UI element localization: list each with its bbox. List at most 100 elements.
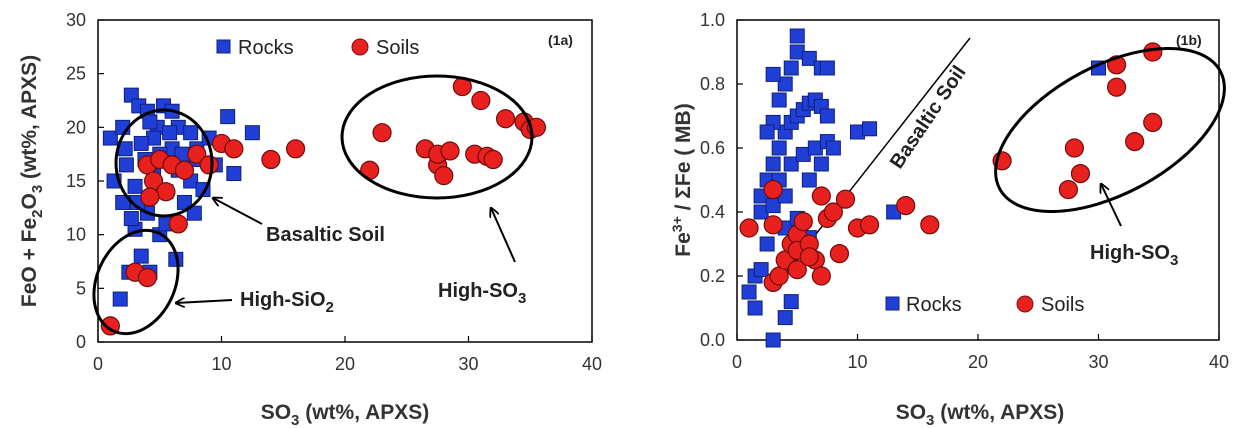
rocks-point-1a xyxy=(123,211,139,227)
rocks-point-1a xyxy=(112,291,128,307)
legend-1b: Rocks Soils xyxy=(885,294,1084,316)
rocks-point-1b xyxy=(753,262,769,278)
soils-point-1b xyxy=(1064,138,1085,158)
rocks-point-1a xyxy=(115,194,131,210)
rocks-point-1b xyxy=(801,172,817,188)
annotation-basaltic-1a: Basaltic Soil xyxy=(266,224,385,246)
soils-point-1a xyxy=(434,166,454,186)
rocks-point-1a xyxy=(142,114,158,130)
legend-rocks-marker-1a xyxy=(216,39,231,54)
ellipse-high-so3-1b xyxy=(994,47,1226,213)
rocks-point-1b xyxy=(759,236,775,252)
y-axis-label-1a: FeO + Fe2O3 (wt%, APXS) xyxy=(18,55,46,307)
ellipse-high-sio2-1a xyxy=(92,228,180,336)
soils-point-1a xyxy=(224,139,244,159)
rocks-point-1a xyxy=(183,125,199,141)
y-tick-label-1b: 0.8 xyxy=(700,74,725,94)
legend-rocks-label-1b: Rocks xyxy=(906,294,962,316)
soils-point-1b xyxy=(793,212,813,232)
x-tick-label-1a: 10 xyxy=(211,354,231,374)
x-tick-label-1b: 0 xyxy=(732,352,742,372)
y-tick-label-1b: 0.4 xyxy=(700,202,725,222)
soils-point-1b xyxy=(1143,42,1163,62)
panel-1a: 0 10 20 30 40 0 5 10 15 20 25 30 Rocks Soils (1a) B… xyxy=(18,10,602,428)
legend-soils-label-1a: Soils xyxy=(376,37,419,59)
x-axis-label-1b: SO3 (wt%, APXS) xyxy=(896,401,1065,428)
rocks-point-1b xyxy=(747,300,763,316)
rocks-point-1b xyxy=(783,156,799,172)
soils-point-1b xyxy=(811,186,831,206)
y-tick-label-1a: 15 xyxy=(66,171,86,191)
rocks-point-1b xyxy=(862,121,878,137)
soils-point-1b xyxy=(1070,164,1091,184)
soils-point-1b xyxy=(1106,77,1127,97)
soils-point-1b xyxy=(763,180,783,200)
rocks-point-1b xyxy=(801,50,817,66)
soils-point-1a xyxy=(168,214,188,234)
axis-ticks-1b: 0 10 20 30 40 0.0 0.2 0.4 0.6 0.8 1.0 xyxy=(700,10,1229,372)
soils-point-1a xyxy=(440,141,460,161)
soils-point-1b xyxy=(1143,112,1163,133)
annotation-basaltic-1b: Basaltic Soil xyxy=(886,62,971,173)
soils-point-1a xyxy=(199,155,219,175)
arrow-high-sio2-1a xyxy=(176,300,233,303)
soils-point-1b xyxy=(896,196,916,216)
soils-point-1b xyxy=(763,215,783,235)
rocks-point-1a xyxy=(102,130,118,146)
x-tick-label-1b: 40 xyxy=(1209,352,1229,372)
rocks-point-1b xyxy=(813,156,829,172)
rocks-point-1b xyxy=(777,76,793,92)
x-tick-label-1a: 20 xyxy=(335,354,355,374)
soils-point-1a xyxy=(156,182,176,202)
rocks-point-1a xyxy=(220,109,236,125)
panel-1b: 0 10 20 30 40 0.0 0.2 0.4 0.6 0.8 1.0 (1b) Basalti… xyxy=(669,10,1229,428)
rocks-point-1a xyxy=(127,178,143,194)
panel-label-1a: (1a) xyxy=(548,32,573,48)
y-tick-label-1b: 0.0 xyxy=(700,330,725,350)
soils-point-1b xyxy=(739,218,759,238)
soils-point-1b xyxy=(799,247,819,267)
rocks-point-1b xyxy=(783,60,799,76)
y-tick-label-1a: 10 xyxy=(66,225,86,245)
legend-rocks-marker-1b xyxy=(885,296,900,311)
rocks-point-1b xyxy=(741,284,757,300)
axis-ticks-1a: 0 10 20 30 40 0 5 10 15 20 25 30 xyxy=(66,10,602,374)
soils-point-1b xyxy=(835,189,856,209)
soils-point-1b xyxy=(859,215,880,235)
y-tick-label-1a: 30 xyxy=(66,10,86,30)
legend-rocks-label-1a: Rocks xyxy=(238,37,294,59)
x-tick-label-1a: 40 xyxy=(582,354,602,374)
rocks-point-1a xyxy=(162,125,178,141)
y-tick-label-1b: 1.0 xyxy=(700,10,725,30)
y-tick-label-1a: 25 xyxy=(66,64,86,84)
soils-point-1b xyxy=(823,202,844,222)
legend-soils-marker-1b xyxy=(1016,295,1034,313)
y-axis-label-1b: Fe3+ / ΣFe ( MB) xyxy=(669,103,695,256)
rocks-point-1b xyxy=(765,332,781,348)
soils-point-1b xyxy=(1058,180,1078,200)
soils-point-1a xyxy=(372,123,392,143)
soils-point-1a xyxy=(471,90,491,111)
rocks-point-1b xyxy=(771,92,787,108)
x-tick-label-1b: 10 xyxy=(847,352,867,372)
rocks-point-1a xyxy=(133,135,149,151)
legend-soils-marker-1a xyxy=(351,38,369,56)
legend-soils-label-1b: Soils xyxy=(1041,294,1084,316)
y-tick-label-1b: 0.2 xyxy=(700,266,725,286)
rocks-point-1a xyxy=(118,157,134,173)
x-axis-label-1a: SO3 (wt%, APXS) xyxy=(261,401,430,428)
arrow-high-so3-1b xyxy=(1101,184,1122,227)
rocks-point-1a xyxy=(186,205,202,221)
data-points-1a xyxy=(100,76,547,336)
soils-point-1a xyxy=(261,149,281,170)
rocks-point-1b xyxy=(783,294,799,310)
rocks-point-1b xyxy=(771,140,787,156)
rocks-point-1a xyxy=(244,125,260,141)
rocks-point-1b xyxy=(819,108,835,124)
rocks-point-1b xyxy=(819,60,835,76)
rocks-point-1b xyxy=(825,140,841,156)
soils-point-1a xyxy=(137,268,157,288)
soils-point-1a xyxy=(286,139,306,159)
rocks-point-1b xyxy=(765,156,781,172)
